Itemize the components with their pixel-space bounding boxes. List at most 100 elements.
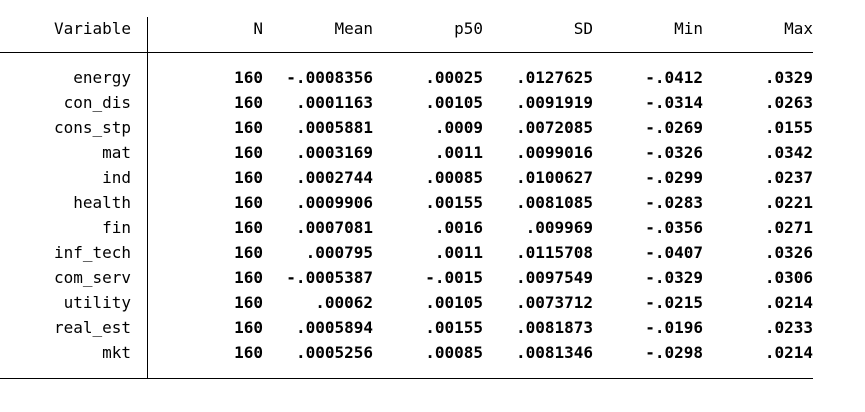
cell-min: -.0283 <box>645 193 703 212</box>
table-row: ind 160 .0002744 .00085 .0100627 -.0299 .0237 <box>0 166 865 190</box>
cell-p50: -.0015 <box>425 268 483 287</box>
cell-mean: .0005881 <box>295 118 373 137</box>
table-row: con_dis 160 .0001163 .00105 .0091919 -.0314 .0… <box>0 91 865 115</box>
table-bottom-line <box>0 378 813 379</box>
cell-p50: .0016 <box>434 218 483 237</box>
cell-p50: .00085 <box>425 168 483 187</box>
cell-max: .0306 <box>764 268 813 287</box>
cell-n: 160 <box>234 93 263 112</box>
table-row: mkt 160 .0005256 .00085 .0081346 -.0298 .0214 <box>0 341 865 365</box>
cell-min: -.0407 <box>645 243 703 262</box>
cell-mean: .00062 <box>315 293 373 312</box>
cell-n: 160 <box>234 193 263 212</box>
cell-sd: .0081346 <box>515 343 593 362</box>
header-sd: SD <box>573 19 593 38</box>
cell-p50: .00085 <box>425 343 483 362</box>
cell-variable: fin <box>102 218 131 237</box>
cell-variable: con_dis <box>63 93 131 112</box>
cell-n: 160 <box>234 293 263 312</box>
cell-sd: .0073712 <box>515 293 593 312</box>
cell-mean: .0009906 <box>295 193 373 212</box>
cell-variable: mkt <box>102 343 131 362</box>
header-max: Max <box>784 19 813 38</box>
cell-p50: .00025 <box>425 68 483 87</box>
cell-n: 160 <box>234 218 263 237</box>
cell-sd: .0097549 <box>515 268 593 287</box>
table-row: mat 160 .0003169 .0011 .0099016 -.0326 .0342 <box>0 141 865 165</box>
cell-n: 160 <box>234 168 263 187</box>
cell-variable: mat <box>102 143 131 162</box>
cell-min: -.0298 <box>645 343 703 362</box>
cell-max: .0326 <box>764 243 813 262</box>
cell-sd: .0100627 <box>515 168 593 187</box>
cell-max: .0342 <box>764 143 813 162</box>
cell-min: -.0269 <box>645 118 703 137</box>
table-row: energy 160 -.0008356 .00025 .0127625 -.0412 .0… <box>0 66 865 90</box>
cell-min: -.0314 <box>645 93 703 112</box>
cell-p50: .00105 <box>425 93 483 112</box>
cell-p50: .00155 <box>425 318 483 337</box>
header-mean: Mean <box>334 19 373 38</box>
cell-sd: .009969 <box>525 218 593 237</box>
cell-min: -.0215 <box>645 293 703 312</box>
cell-max: .0329 <box>764 68 813 87</box>
cell-sd: .0099016 <box>515 143 593 162</box>
table-row: utility 160 .00062 .00105 .0073712 -.0215 .021… <box>0 291 865 315</box>
table-header-row: Variable N Mean p50 SD Min Max <box>0 17 865 41</box>
cell-sd: .0081873 <box>515 318 593 337</box>
header-min: Min <box>674 19 703 38</box>
cell-variable: utility <box>63 293 131 312</box>
cell-max: .0237 <box>764 168 813 187</box>
cell-p50: .00155 <box>425 193 483 212</box>
cell-sd: .0081085 <box>515 193 593 212</box>
cell-max: .0155 <box>764 118 813 137</box>
cell-mean: -.0005387 <box>286 268 373 287</box>
cell-n: 160 <box>234 143 263 162</box>
cell-min: -.0326 <box>645 143 703 162</box>
cell-variable: energy <box>73 68 131 87</box>
cell-p50: .00105 <box>425 293 483 312</box>
cell-mean: .0005256 <box>295 343 373 362</box>
cell-n: 160 <box>234 268 263 287</box>
cell-max: .0221 <box>764 193 813 212</box>
cell-mean: .000795 <box>305 243 373 262</box>
header-divider-line <box>0 52 813 53</box>
cell-variable: com_serv <box>53 268 131 287</box>
cell-mean: .0007081 <box>295 218 373 237</box>
table-row: health 160 .0009906 .00155 .0081085 -.0283 .02… <box>0 191 865 215</box>
cell-max: .0214 <box>764 293 813 312</box>
cell-sd: .0127625 <box>515 68 593 87</box>
header-variable: Variable <box>53 19 131 38</box>
cell-sd: .0115708 <box>515 243 593 262</box>
cell-variable: ind <box>102 168 131 187</box>
cell-variable: inf_tech <box>53 243 131 262</box>
cell-variable: health <box>73 193 131 212</box>
table-row: real_est 160 .0005894 .00155 .0081873 -.0196.… <box>0 316 865 340</box>
cell-mean: .0005894 <box>295 318 373 337</box>
cell-max: .0233 <box>764 318 813 337</box>
cell-p50: .0009 <box>434 118 483 137</box>
cell-mean: .0002744 <box>295 168 373 187</box>
cell-max: .0271 <box>764 218 813 237</box>
header-p50: p50 <box>454 19 483 38</box>
table-row: inf_tech 160 .000795 .0011 .0115708 -.0407 .03… <box>0 241 865 265</box>
cell-min: -.0356 <box>645 218 703 237</box>
cell-p50: .0011 <box>434 243 483 262</box>
header-n: N <box>253 19 263 38</box>
cell-min: -.0329 <box>645 268 703 287</box>
table-row: cons_stp 160 .0005881 .0009 .0072085 -.0269 .0… <box>0 116 865 140</box>
cell-sd: .0091919 <box>515 93 593 112</box>
cell-n: 160 <box>234 243 263 262</box>
cell-variable: cons_stp <box>53 118 131 137</box>
cell-n: 160 <box>234 68 263 87</box>
table-row: fin 160 .0007081 .0016 .009969 -.0356 .0271 <box>0 216 865 240</box>
cell-max: .0263 <box>764 93 813 112</box>
table-row: com_serv 160 -.0005387 -.0015 .0097549 -.0329… <box>0 266 865 290</box>
cell-sd: .0072085 <box>515 118 593 137</box>
cell-mean: .0001163 <box>295 93 373 112</box>
cell-n: 160 <box>234 118 263 137</box>
cell-min: -.0299 <box>645 168 703 187</box>
cell-min: -.0412 <box>645 68 703 87</box>
cell-variable: real_est <box>53 318 131 337</box>
